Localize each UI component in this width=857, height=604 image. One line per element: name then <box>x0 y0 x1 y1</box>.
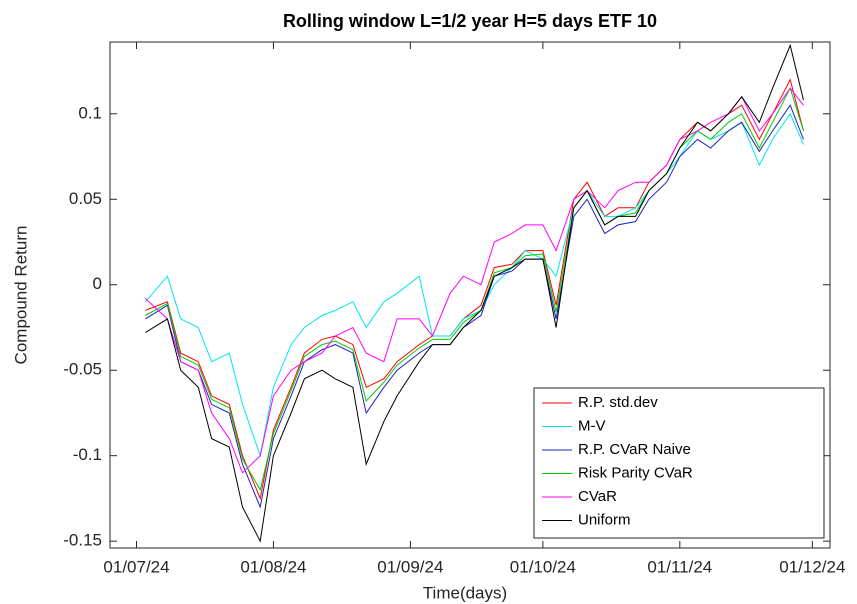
x-tick-label: 01/10/24 <box>510 557 576 576</box>
x-tick-label: 01/09/24 <box>377 557 443 576</box>
legend-label: Risk Parity CVaR <box>578 464 693 481</box>
legend-label: R.P. CVaR Naive <box>578 441 691 458</box>
x-tick-label: 01/11/24 <box>647 557 712 576</box>
series-line <box>145 43 804 543</box>
y-tick-label: 0.1 <box>78 103 102 122</box>
legend-label: Uniform <box>578 511 631 528</box>
series-line <box>145 104 804 509</box>
y-tick-label: 0.05 <box>69 189 102 208</box>
y-tick-label: -0.05 <box>63 360 102 379</box>
plot-frame <box>109 41 831 549</box>
legend-box <box>533 387 825 539</box>
x-tick-label: 01/08/24 <box>240 557 306 576</box>
x-tick-label: 01/07/24 <box>103 557 169 576</box>
y-tick-label: 0 <box>93 274 102 293</box>
legend-label: M-V <box>578 417 606 434</box>
y-tick-label: -0.15 <box>63 531 102 550</box>
legend-label: CVaR <box>578 488 617 505</box>
chart-title: Rolling window L=1/2 year H=5 days ETF 1… <box>283 11 657 31</box>
legend-label: R.P. std.dev <box>578 394 658 411</box>
y-tick-label: -0.1 <box>73 445 102 464</box>
series-line <box>144 87 804 474</box>
x-axis-label: Time(days) <box>423 583 507 602</box>
y-axis-label: Compound Return <box>11 226 30 365</box>
legend: R.P. std.dev M-V R.P. CVaR Naive Risk Parit… <box>533 387 825 539</box>
x-tick-label: 01/12/24 <box>779 557 845 576</box>
